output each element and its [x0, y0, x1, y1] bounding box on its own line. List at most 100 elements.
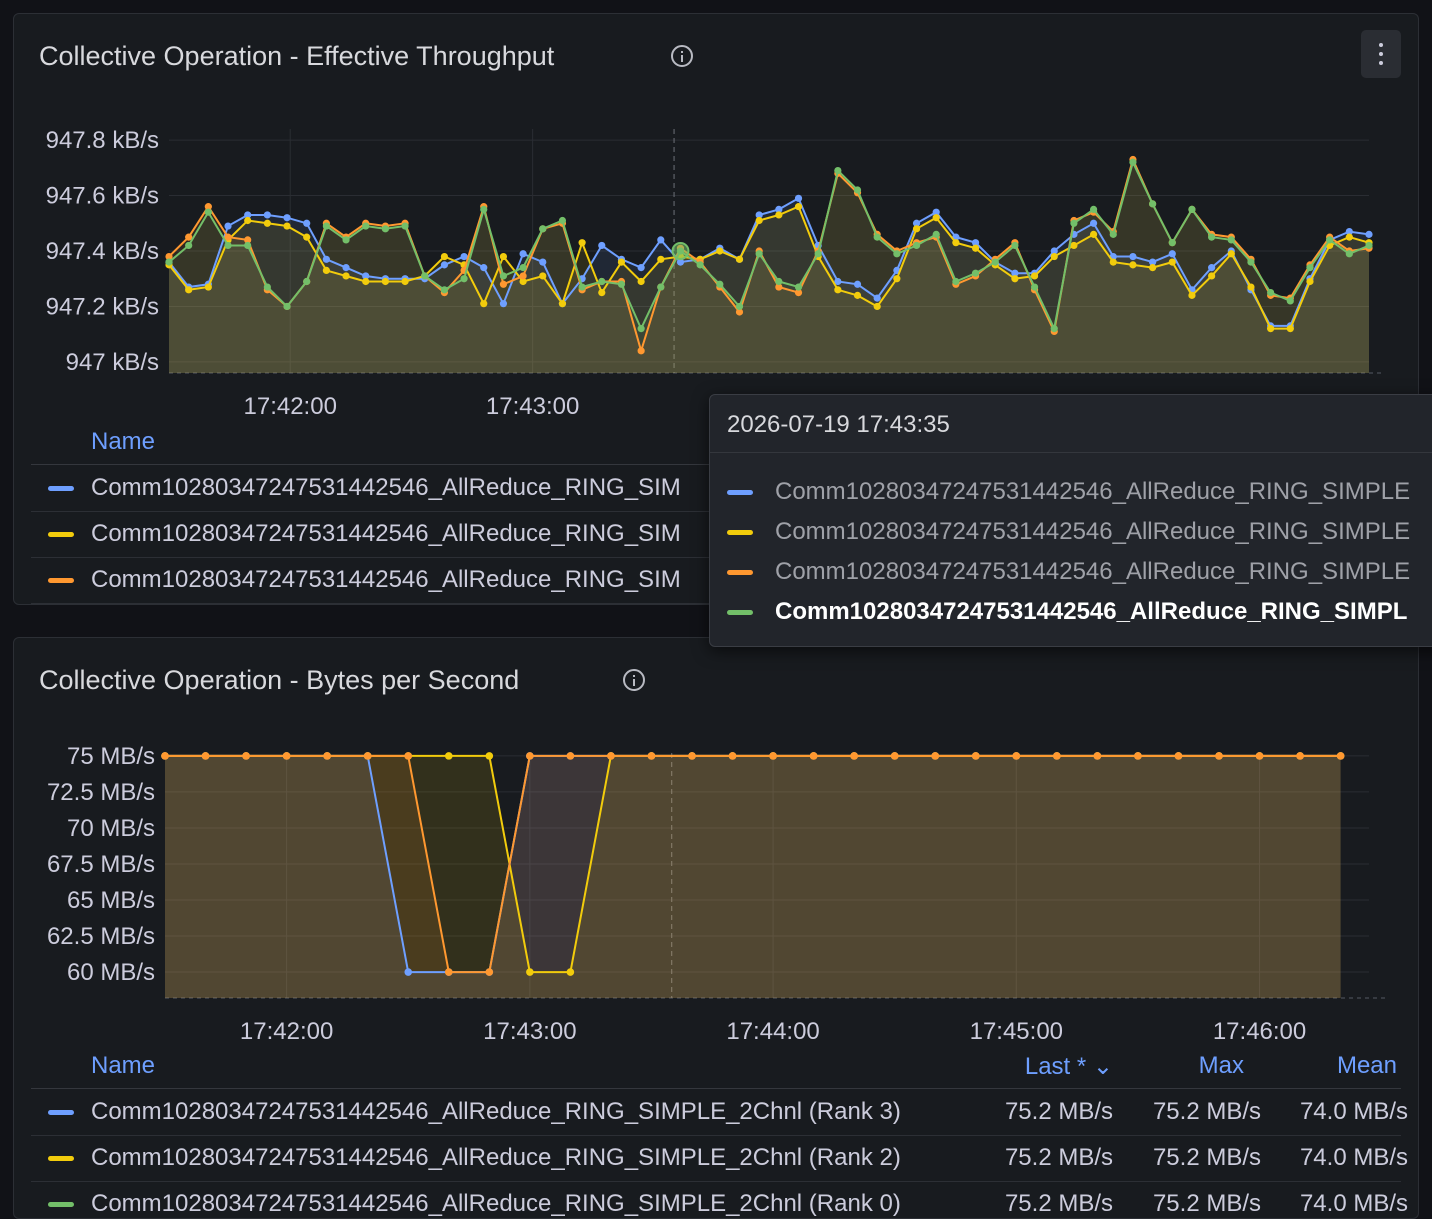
- data-point: [1050, 247, 1058, 255]
- data-point: [716, 280, 724, 288]
- data-point: [161, 752, 169, 760]
- data-point: [566, 752, 575, 760]
- data-point: [1208, 272, 1216, 280]
- data-point: [794, 203, 803, 211]
- data-point: [282, 752, 291, 760]
- data-point: [342, 272, 350, 280]
- kebab-dot: [1379, 61, 1383, 65]
- data-point: [676, 258, 685, 266]
- data-point: [558, 216, 567, 225]
- data-point: [519, 250, 527, 258]
- legend-mean-value: 74.0 MB/s: [1299, 1144, 1408, 1171]
- data-point: [598, 288, 606, 297]
- data-point: [991, 258, 999, 266]
- data-point: [893, 250, 901, 258]
- data-point: [755, 211, 763, 219]
- data-point: [952, 239, 960, 247]
- data-point: [1227, 236, 1235, 244]
- data-point: [1168, 250, 1176, 258]
- data-point: [519, 277, 527, 286]
- data-point: [421, 272, 429, 280]
- legend-row[interactable]: Comm10280347247531442546_AllReduce_RING_…: [31, 465, 1401, 512]
- hover-point-marker: [671, 242, 690, 260]
- x-tick-label: 17:45:00: [970, 1018, 1063, 1045]
- data-point: [303, 277, 311, 286]
- series-color-swatch: [727, 530, 753, 535]
- data-point: [893, 275, 901, 283]
- data-point: [873, 302, 881, 311]
- data-point: [1089, 230, 1098, 238]
- info-circle-icon[interactable]: [671, 45, 693, 67]
- series-area: [165, 755, 1341, 998]
- y-tick-label: 70 MB/s: [67, 815, 155, 842]
- tooltip-row-label: Comm10280347247531442546_AllReduce_RING_…: [775, 598, 1408, 625]
- data-point: [775, 205, 783, 214]
- data-point: [224, 222, 232, 230]
- legend-mean-header[interactable]: Mean: [1336, 1052, 1397, 1079]
- data-point: [322, 222, 330, 230]
- legend-max-value: 75.2 MB/s: [1152, 1190, 1261, 1217]
- data-point: [204, 208, 212, 216]
- data-point: [440, 261, 449, 269]
- legend-row[interactable]: Comm10280347247531442546_AllReduce_RING_…: [31, 1135, 1408, 1182]
- y-tick-label: 947.4 kB/s: [46, 238, 159, 265]
- data-point: [401, 277, 409, 286]
- kebab-menu-button[interactable]: [1361, 30, 1401, 78]
- data-point: [1089, 219, 1098, 227]
- data-point: [165, 252, 173, 261]
- data-point: [244, 236, 252, 244]
- data-point: [769, 752, 777, 760]
- data-point: [1255, 752, 1264, 760]
- data-point: [1149, 264, 1157, 272]
- series-color-swatch: [727, 610, 753, 615]
- tooltip-row-label: Comm10280347247531442546_AllReduce_RING_…: [775, 478, 1411, 505]
- legend-name-header[interactable]: Name: [91, 428, 156, 455]
- legend-name-header[interactable]: Name: [91, 1052, 156, 1079]
- legend-row[interactable]: Comm10280347247531442546_AllReduce_RING_…: [31, 1181, 1408, 1218]
- x-tick-label: 17:44:00: [726, 1018, 819, 1045]
- data-point: [617, 280, 626, 288]
- data-point: [775, 277, 783, 286]
- data-point: [932, 208, 940, 216]
- data-point: [688, 752, 696, 760]
- data-point: [224, 233, 232, 241]
- data-point: [1050, 325, 1058, 333]
- legend-last-value: 75.2 MB/s: [1004, 1190, 1113, 1217]
- data-point: [1188, 291, 1196, 299]
- legend-row[interactable]: Comm10280347247531442546_AllReduce_RING_…: [31, 1089, 1408, 1136]
- data-point: [539, 225, 547, 233]
- data-point: [952, 277, 960, 286]
- data-point: [1247, 258, 1255, 266]
- y-tick-label: 75 MB/s: [67, 743, 155, 770]
- data-point: [1070, 219, 1078, 227]
- legend-last-value: 75.2 MB/s: [1004, 1144, 1113, 1171]
- data-point: [578, 239, 586, 247]
- data-point: [499, 280, 508, 288]
- throughput-chart[interactable]: 947.8 kB/s 947.6 kB/s 947.4 kB/s 947.2 kB/s…: [14, 14, 1418, 429]
- data-point: [1129, 252, 1137, 261]
- kebab-menu-icon: [1379, 43, 1383, 47]
- legend-mean-value: 74.0 MB/s: [1299, 1190, 1408, 1217]
- panel-title: Collective Operation - Effective Through…: [39, 41, 555, 71]
- series-color-swatch: [48, 1202, 74, 1207]
- tooltip-divider: [710, 452, 1432, 453]
- legend-max-header[interactable]: Max: [1198, 1052, 1244, 1079]
- data-point: [735, 302, 744, 311]
- data-point: [242, 752, 250, 760]
- series-color-swatch: [727, 570, 753, 575]
- legend-last-header[interactable]: Last * ⌄: [1024, 1053, 1113, 1080]
- data-point: [519, 264, 527, 272]
- bytes-per-second-chart[interactable]: 75 MB/s 72.5 MB/s 70 MB/s 67.5 MB/s 65 MB/s 6…: [14, 638, 1418, 1053]
- data-point: [519, 272, 527, 280]
- data-point: [850, 752, 858, 760]
- data-point: [1053, 752, 1061, 760]
- hover-tooltip: 2026-07-19 17:43:35 Comm1028034724753144…: [709, 394, 1432, 647]
- data-point: [912, 241, 921, 250]
- data-point: [1011, 275, 1019, 283]
- data-point: [794, 288, 803, 297]
- data-point: [1030, 283, 1039, 291]
- info-circle-icon[interactable]: [623, 669, 645, 691]
- data-point: [1208, 233, 1216, 241]
- y-tick-label: 62.5 MB/s: [47, 923, 155, 950]
- series-area: [169, 198, 1369, 373]
